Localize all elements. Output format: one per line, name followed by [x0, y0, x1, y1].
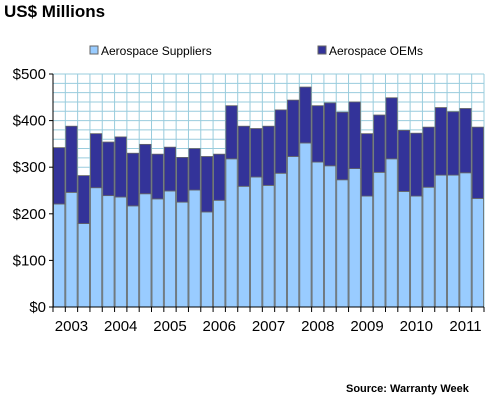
bar-aerospace-suppliers	[385, 158, 398, 308]
legend-swatch-aerospace-oems	[317, 45, 327, 55]
bar-aerospace-oems	[188, 148, 201, 191]
bar-aerospace-oems	[77, 175, 90, 224]
bar-aerospace-suppliers	[299, 142, 312, 308]
bar-aerospace-oems	[299, 86, 312, 144]
bar-aerospace-oems	[410, 132, 423, 197]
y-tick-label: $400	[13, 113, 46, 130]
bar-aerospace-suppliers	[163, 190, 177, 308]
bar-aerospace-suppliers	[237, 185, 250, 308]
bar-aerospace-suppliers	[447, 174, 460, 308]
bar-aerospace-suppliers	[65, 191, 78, 308]
bar-aerospace-oems	[53, 147, 66, 205]
bar-aerospace-oems	[324, 102, 337, 167]
bar-aerospace-suppliers	[410, 195, 423, 308]
bar-aerospace-suppliers	[324, 165, 337, 308]
y-tick-label: $500	[13, 66, 46, 83]
bar-aerospace-oems	[397, 129, 411, 192]
bar-aerospace-oems	[434, 107, 447, 176]
legend-label-aerospace-suppliers: Aerospace Suppliers	[101, 44, 212, 58]
y-tick-label: $300	[13, 159, 46, 176]
x-tick-label: 2006	[203, 318, 236, 335]
bar-aerospace-suppliers	[471, 198, 484, 308]
x-tick-label: 2009	[350, 318, 383, 335]
bar-aerospace-oems	[151, 153, 164, 200]
bar-aerospace-oems	[237, 125, 250, 187]
bar-aerospace-suppliers	[287, 156, 300, 308]
legend: Aerospace Suppliers Aerospace OEMs	[89, 44, 423, 58]
axes	[49, 73, 485, 312]
bar-aerospace-suppliers	[360, 195, 374, 308]
bar-aerospace-oems	[447, 111, 460, 176]
bar-aerospace-suppliers	[274, 172, 287, 308]
x-tick-label: 2008	[301, 318, 334, 335]
bar-aerospace-oems	[114, 136, 127, 198]
bar-aerospace-oems	[200, 156, 213, 213]
bar-aerospace-oems	[262, 125, 275, 186]
y-tick-label: $200	[13, 206, 46, 223]
legend-label-aerospace-oems: Aerospace OEMs	[329, 44, 423, 58]
bar-aerospace-oems	[348, 101, 361, 169]
source-note: Source: Warranty Week	[346, 383, 469, 395]
bar-aerospace-oems	[225, 105, 238, 160]
bar-aerospace-oems	[373, 114, 386, 173]
bar-aerospace-oems	[360, 133, 374, 197]
x-tick-labels: 2003 2004 2005 2006 2007 2008 2009 2010 2011	[55, 318, 482, 335]
bar-aerospace-oems	[139, 143, 152, 195]
bar-aerospace-suppliers	[434, 174, 447, 308]
bar-aerospace-suppliers	[262, 184, 275, 308]
bar-aerospace-suppliers	[176, 201, 189, 308]
bar-aerospace-oems	[336, 111, 349, 181]
bar-aerospace-suppliers	[200, 211, 213, 308]
bar-aerospace-suppliers	[151, 198, 164, 308]
bar-aerospace-oems	[213, 153, 226, 201]
bar-aerospace-suppliers	[422, 186, 435, 308]
bar-aerospace-suppliers	[459, 172, 472, 308]
y-tick-label: $100	[13, 252, 46, 269]
bar-aerospace-oems	[176, 157, 189, 203]
legend-swatch-aerospace-suppliers	[89, 45, 99, 55]
bar-aerospace-suppliers	[336, 179, 349, 308]
bar-aerospace-suppliers	[77, 223, 90, 308]
bar-aerospace-suppliers	[102, 195, 115, 308]
bar-aerospace-oems	[385, 97, 398, 160]
bar-aerospace-suppliers	[53, 203, 66, 308]
bar-aerospace-oems	[250, 128, 263, 178]
bar-aerospace-oems	[422, 126, 435, 188]
bar-aerospace-suppliers	[139, 193, 152, 308]
bar-aerospace-suppliers	[114, 196, 127, 308]
y-tick-labels: $0 $100 $200 $300 $400 $500	[13, 66, 46, 316]
bar-aerospace-suppliers	[213, 199, 226, 308]
bars	[53, 86, 484, 308]
bar-aerospace-oems	[163, 146, 177, 192]
bar-aerospace-suppliers	[311, 161, 324, 308]
bar-aerospace-oems	[126, 152, 140, 207]
bar-aerospace-oems	[90, 133, 103, 189]
x-tick-label: 2007	[252, 318, 285, 335]
bar-aerospace-oems	[274, 109, 287, 174]
x-tick-label: 2011	[449, 318, 481, 335]
bar-aerospace-suppliers	[225, 158, 238, 308]
bar-aerospace-oems	[102, 141, 115, 197]
chart-title: US$ Millions	[4, 2, 106, 21]
bar-aerospace-oems	[459, 108, 472, 174]
bar-aerospace-suppliers	[90, 187, 103, 308]
bar-aerospace-suppliers	[348, 168, 361, 308]
bar-aerospace-suppliers	[250, 176, 263, 308]
bar-aerospace-suppliers	[373, 171, 386, 308]
x-tick-label: 2010	[400, 318, 433, 335]
y-tick-label: $0	[29, 299, 46, 316]
bar-aerospace-oems	[65, 125, 78, 193]
x-tick-label: 2004	[104, 318, 137, 335]
bar-aerospace-suppliers	[126, 205, 140, 308]
bar-aerospace-oems	[287, 99, 300, 157]
bar-aerospace-suppliers	[397, 191, 411, 308]
bar-aerospace-suppliers	[188, 189, 201, 308]
x-tick-label: 2003	[55, 318, 88, 335]
bar-aerospace-oems	[311, 105, 324, 163]
bar-aerospace-oems	[471, 126, 484, 199]
x-tick-label: 2005	[153, 318, 186, 335]
